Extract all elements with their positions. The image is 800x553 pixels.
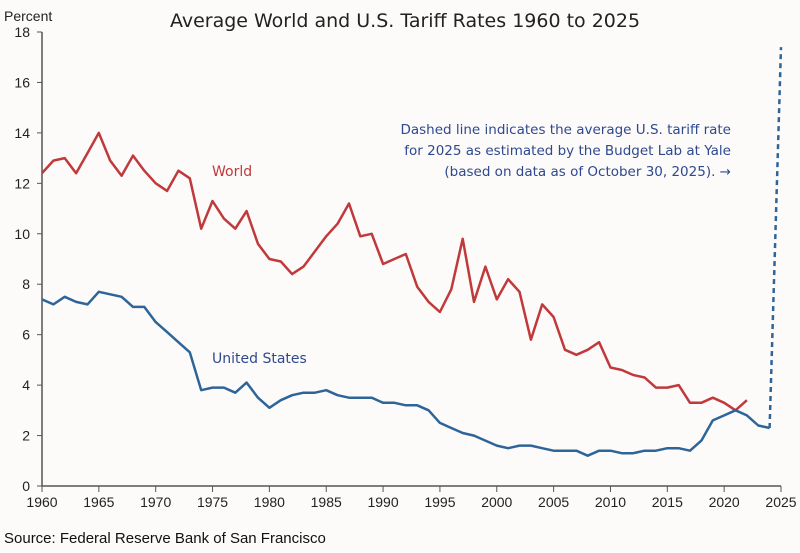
y-tick-label: 18 xyxy=(14,24,30,40)
chart-title: Average World and U.S. Tariff Rates 1960… xyxy=(170,10,640,32)
x-tick-label: 1980 xyxy=(254,494,285,510)
x-tick-label: 2005 xyxy=(538,494,569,510)
x-tick-label: 1965 xyxy=(83,494,114,510)
series-line-world xyxy=(41,131,748,412)
x-tick-label: 2025 xyxy=(765,494,796,510)
series-line-us-2025-estimate xyxy=(768,47,783,429)
x-tick-label: 1995 xyxy=(424,494,455,510)
series-label-us: United States xyxy=(212,351,307,367)
y-tick-label: 0 xyxy=(22,478,30,494)
y-tick-label: 12 xyxy=(14,175,30,191)
series-label-world: World xyxy=(212,164,252,180)
y-axis-label: Percent xyxy=(4,8,52,24)
y-tick-label: 10 xyxy=(14,226,30,242)
y-tick-label: 4 xyxy=(22,377,30,393)
series-line-us xyxy=(41,290,770,457)
y-tick-label: 6 xyxy=(22,327,30,343)
annotation-line-2: for 2025 as estimated by the Budget Lab … xyxy=(404,143,731,159)
x-tick-label: 1985 xyxy=(311,494,342,510)
y-tick-label: 16 xyxy=(14,74,30,90)
x-tick-label: 2010 xyxy=(595,494,626,510)
x-tick-label: 1960 xyxy=(26,494,57,510)
x-tick-label: 2020 xyxy=(709,494,740,510)
y-tick-label: 14 xyxy=(14,125,30,141)
x-tick-label: 1990 xyxy=(367,494,398,510)
x-tick-label: 1975 xyxy=(197,494,228,510)
source-note: Source: Federal Reserve Bank of San Fran… xyxy=(4,530,326,547)
annotation-line-3: (based on data as of October 30, 2025). … xyxy=(444,164,731,180)
x-tick-label: 2015 xyxy=(652,494,683,510)
annotation-line-1: Dashed line indicates the average U.S. t… xyxy=(400,122,731,138)
y-tick-label: 8 xyxy=(22,276,30,292)
y-tick-label: 2 xyxy=(22,428,30,444)
x-tick-label: 1970 xyxy=(140,494,171,510)
x-tick-label: 2000 xyxy=(481,494,512,510)
